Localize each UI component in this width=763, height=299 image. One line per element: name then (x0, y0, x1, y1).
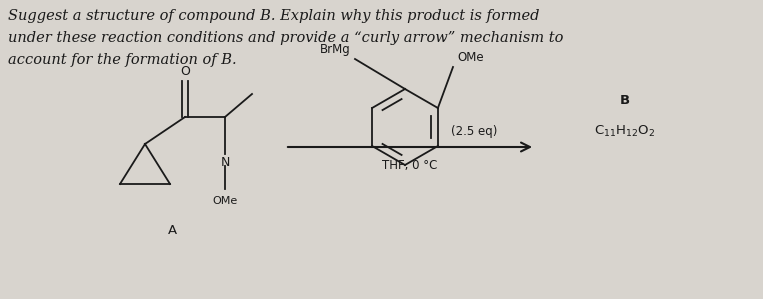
Text: BrMg: BrMg (320, 43, 351, 56)
Text: THF, 0 °C: THF, 0 °C (382, 159, 438, 172)
Text: Suggest a structure of compound B. Explain why this product is formed: Suggest a structure of compound B. Expla… (8, 9, 539, 23)
Text: A: A (167, 224, 176, 237)
Text: $\mathregular{C_{11}H_{12}O_2}$: $\mathregular{C_{11}H_{12}O_2}$ (594, 124, 655, 139)
Text: O: O (180, 65, 190, 78)
Text: N: N (221, 156, 230, 169)
Text: under these reaction conditions and provide a “curly arrow” mechanism to: under these reaction conditions and prov… (8, 31, 563, 45)
Text: OMe: OMe (457, 51, 484, 64)
Text: B: B (620, 94, 630, 107)
Text: (2.5 eq): (2.5 eq) (451, 124, 497, 138)
Text: OMe: OMe (212, 196, 237, 206)
Text: account for the formation of B.: account for the formation of B. (8, 53, 237, 67)
